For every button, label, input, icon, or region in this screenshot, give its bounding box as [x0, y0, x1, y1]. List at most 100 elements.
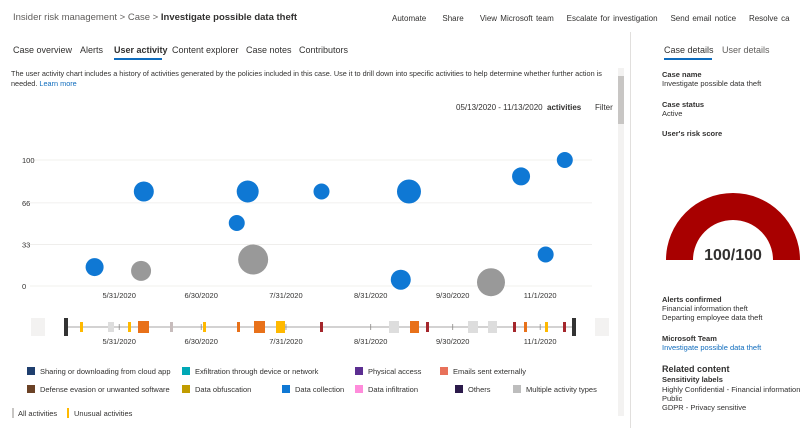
tab-active[interactable]: User activity: [114, 45, 168, 55]
breadcrumb: Insider risk management > Case > Investi…: [13, 12, 298, 23]
toolbar-button[interactable]: Share: [442, 14, 464, 23]
legend-swatch: [455, 385, 463, 393]
legend-swatch: [67, 408, 69, 418]
x-tick-label: 7/31/2020: [269, 291, 302, 300]
legend-swatch: [440, 367, 448, 375]
legend-swatch: [12, 408, 14, 418]
legend-label: Physical access: [368, 367, 422, 376]
legend-swatch: [355, 385, 363, 393]
tab-underline: [664, 58, 712, 60]
toolbar-button[interactable]: Escalate for investigation: [566, 14, 658, 23]
x-tick-label: 9/30/2020: [436, 291, 469, 300]
timeline-ticks: [80, 321, 566, 333]
bubble: [556, 152, 573, 168]
legend-label: Data collection: [295, 385, 344, 394]
timeline-tick-label: 9/30/2020: [436, 337, 469, 346]
bubble: [512, 167, 531, 186]
description-text: The user activity chart includes a histo…: [11, 69, 602, 88]
timeline-tick-label: 7/31/2020: [269, 337, 302, 346]
y-tick-label: 100: [22, 156, 35, 165]
field-value: GDPR - Privacy sensitive: [662, 403, 747, 412]
legend-label: Data infiltration: [368, 385, 418, 394]
x-tick-label: 8/31/2020: [354, 291, 387, 300]
crumb[interactable]: Case: [127, 12, 151, 23]
activities-selector[interactable]: activities: [547, 103, 582, 112]
tab-underline: [114, 58, 162, 60]
timeline-handle[interactable]: [572, 318, 576, 336]
x-tick-label: 6/30/2020: [185, 291, 218, 300]
legend-swatch: [27, 385, 35, 393]
team-link[interactable]: Investigate possible data theft: [662, 343, 762, 352]
y-tick-label: 33: [22, 240, 30, 249]
x-tick-label: 11/1/2020: [524, 291, 557, 300]
legend-swatch: [282, 385, 290, 393]
activity-chart: All activities Unusual activities 0 33 66 1…: [12, 152, 609, 418]
field-label: Case name: [662, 70, 702, 79]
toolbar-button[interactable]: Automate: [392, 14, 427, 23]
field-label: Alerts confirmed: [662, 295, 722, 304]
bubble: [238, 244, 269, 275]
bubble: [390, 269, 411, 290]
field-label: Case status: [662, 100, 705, 109]
tab[interactable]: Alerts: [80, 45, 104, 55]
field-label: User's risk score: [662, 129, 723, 138]
legend-swatch: [513, 385, 521, 393]
legend-label: Sharing or downloading from cloud app: [40, 367, 171, 376]
legend-swatch: [182, 385, 190, 393]
scrollbar: [618, 68, 624, 416]
legend-swatch: [182, 367, 190, 375]
learn-more-link[interactable]: Learn more: [39, 79, 77, 88]
tab[interactable]: Case overview: [13, 45, 73, 55]
y-tick-label: 66: [22, 199, 30, 208]
tab[interactable]: Case notes: [246, 45, 292, 55]
bubble: [236, 180, 259, 203]
scroll-right[interactable]: [595, 318, 609, 336]
date-range[interactable]: 05/13/2020 - 11/13/2020: [456, 103, 543, 112]
filter-button[interactable]: Filter: [595, 103, 613, 112]
risk-score-text: 100/100: [704, 247, 762, 264]
field-value: Investigate possible data theft: [662, 79, 762, 88]
timeline-handle[interactable]: [64, 318, 68, 336]
toolbar-button[interactable]: Resolve ca: [748, 14, 790, 23]
tab[interactable]: Content explorer: [172, 45, 239, 55]
bubble: [133, 181, 154, 202]
field-value: Public: [662, 394, 683, 403]
bubble: [313, 183, 330, 200]
legend-swatch: [355, 367, 363, 375]
risk-gauge: 100/100: [666, 193, 800, 264]
bubble: [476, 268, 505, 297]
details-tab[interactable]: User details: [722, 45, 770, 55]
y-tick-label: 0: [22, 282, 26, 291]
field-label: Microsoft Team: [662, 334, 717, 343]
legend-label: Others: [468, 385, 491, 394]
timeline-tick-label: 8/31/2020: [354, 337, 387, 346]
details-tab-active[interactable]: Case details: [664, 45, 714, 55]
field-value: Highly Confidential - Financial informat…: [662, 385, 801, 394]
legend-label: Exfiltration through device or network: [195, 367, 319, 376]
scroll-left[interactable]: [31, 318, 45, 336]
timeline-tick-label: 6/30/2020: [185, 337, 218, 346]
legend-swatch: [27, 367, 35, 375]
activity-legend-label: All activities: [18, 409, 57, 418]
risk-gauge-arc: [666, 193, 800, 260]
crumb[interactable]: Insider risk management: [13, 12, 118, 23]
bubble: [537, 246, 554, 263]
activity-legend-label: Unusual activities: [74, 409, 133, 418]
field-value: Financial information theft: [662, 304, 748, 313]
bubble: [131, 260, 152, 281]
toolbar-button[interactable]: View Microsoft team: [479, 14, 554, 23]
legend-label: Defense evasion or unwanted software: [40, 385, 170, 394]
legend-label: Multiple activity types: [526, 385, 597, 394]
bubble: [85, 258, 104, 277]
timeline-tick-label: 5/31/2020: [103, 337, 136, 346]
field-value: Active: [662, 109, 683, 118]
tab[interactable]: Contributors: [299, 45, 349, 55]
toolbar-button[interactable]: Send email notice: [670, 14, 737, 23]
field-label: Sensitivity labels: [662, 375, 723, 384]
x-tick-label: 5/31/2020: [103, 291, 136, 300]
crumb-current: Investigate possible data theft: [160, 12, 298, 23]
legend-label: Emails sent externally: [453, 367, 526, 376]
bubble: [396, 179, 421, 204]
